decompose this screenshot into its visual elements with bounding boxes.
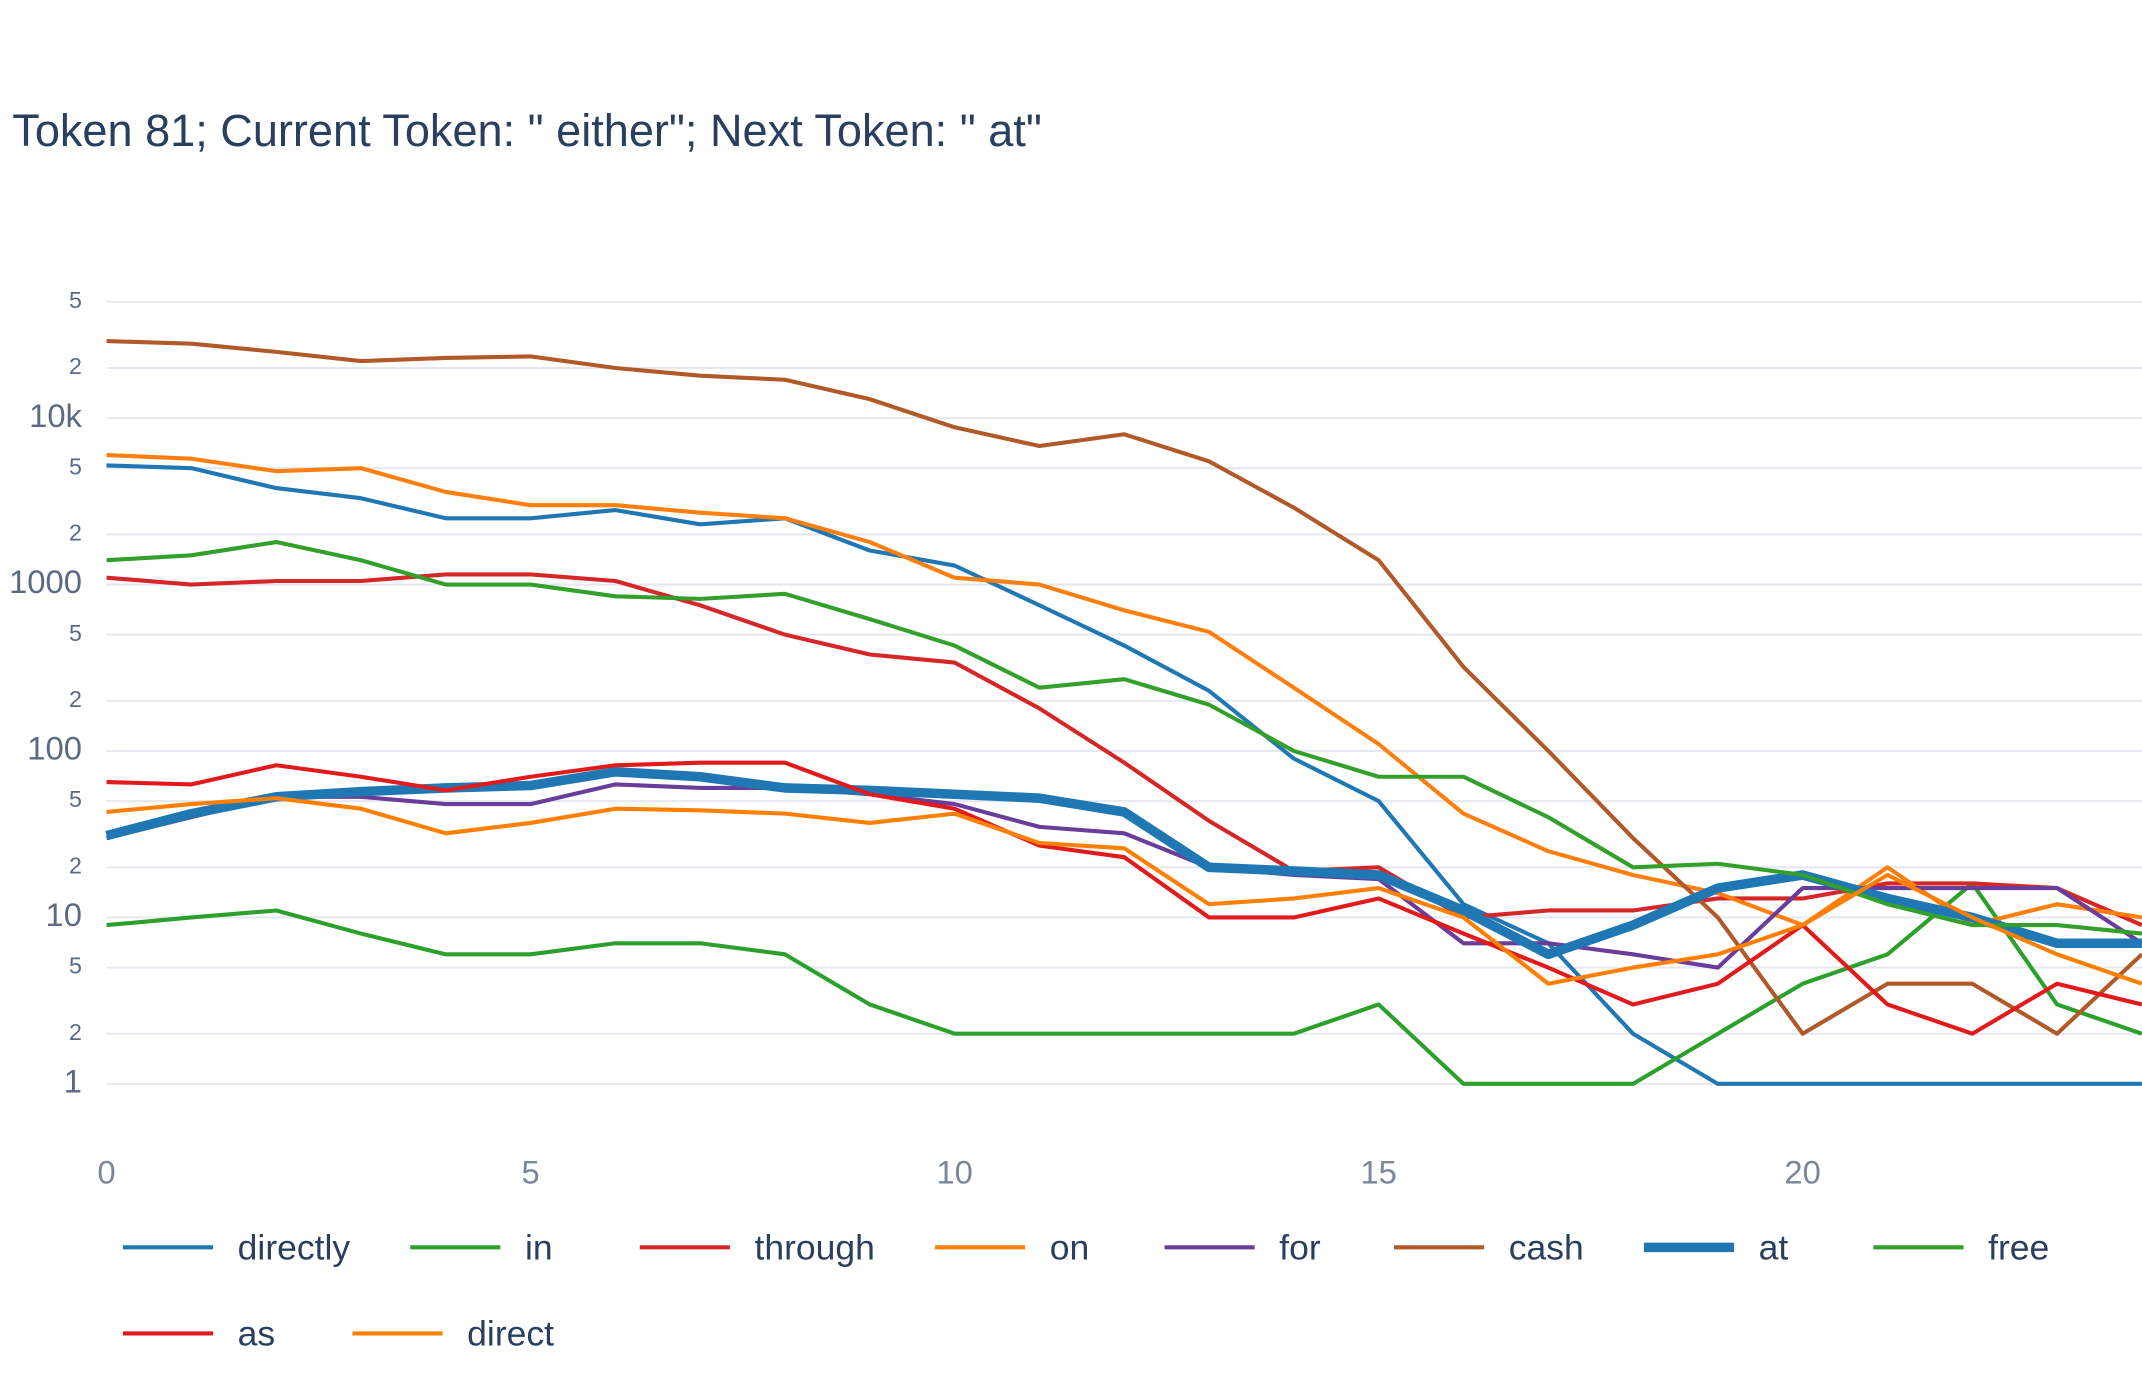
legend-label: through (755, 1227, 875, 1267)
series-line (106, 760, 2142, 1036)
series-line (106, 463, 2142, 1086)
series-line (106, 782, 2142, 970)
y-tick-label: 10 (46, 896, 82, 933)
series-line (106, 572, 2142, 927)
legend-label: on (1050, 1227, 1090, 1267)
y-tick-label: 2 (69, 353, 82, 379)
y-tick-label: 1 (64, 1063, 82, 1100)
y-tick-label: 2 (69, 852, 82, 878)
plot-area (105, 339, 2142, 1086)
legend-item[interactable]: free (1873, 1227, 2049, 1267)
legend-item[interactable]: direct (352, 1314, 554, 1354)
legend-label: direct (467, 1314, 554, 1354)
y-tick-label: 2 (69, 520, 82, 546)
y-tick-label: 2 (69, 686, 82, 712)
series-line (106, 881, 2142, 1086)
x-tick-label: 20 (1784, 1154, 1820, 1191)
y-tick-label: 2 (69, 1019, 82, 1045)
y-tick-label: 100 (27, 730, 82, 767)
y-tick-label: 10k (29, 397, 82, 434)
legend-label: cash (1509, 1227, 1584, 1267)
legend-item[interactable]: on (935, 1227, 1089, 1267)
x-tick-label: 15 (1360, 1154, 1396, 1191)
x-tick-label: 10 (936, 1154, 972, 1191)
legend-item[interactable]: directly (122, 1227, 351, 1267)
legend-item[interactable]: through (639, 1227, 875, 1267)
grid: 1 2 5 10 2 5 100 2 5 1000 2 5 10k 2 5 0 5 10 15 20 (9, 287, 2142, 1191)
y-tick-label: 1000 (9, 563, 82, 600)
legend-item[interactable]: as (122, 1314, 275, 1354)
y-tick-label: 5 (69, 287, 82, 313)
series-line (106, 796, 2142, 986)
series-line (106, 540, 2142, 936)
y-tick-label: 5 (69, 620, 82, 646)
x-tick-label: 5 (521, 1154, 539, 1191)
legend-item[interactable]: for (1164, 1227, 1321, 1267)
legend-item[interactable]: cash (1394, 1227, 1584, 1267)
x-tick-label: 0 (97, 1154, 115, 1191)
y-tick-label: 5 (69, 786, 82, 812)
legend: directly in through on for cash at free as direct (122, 1227, 2049, 1354)
series-line (106, 339, 2142, 1036)
legend-label: directly (238, 1227, 351, 1267)
legend-label: in (525, 1227, 553, 1267)
legend-label: as (238, 1314, 275, 1354)
y-tick-label: 5 (69, 953, 82, 979)
series-line (106, 452, 2142, 928)
legend-item[interactable]: at (1643, 1227, 1789, 1267)
y-tick-label: 5 (69, 453, 82, 479)
chart-title: Token 81; Current Token: " either"; Next… (12, 105, 1042, 156)
legend-label: free (1988, 1227, 2049, 1267)
legend-label: at (1759, 1227, 1789, 1267)
legend-label: for (1279, 1227, 1321, 1267)
legend-item[interactable]: in (410, 1227, 553, 1267)
